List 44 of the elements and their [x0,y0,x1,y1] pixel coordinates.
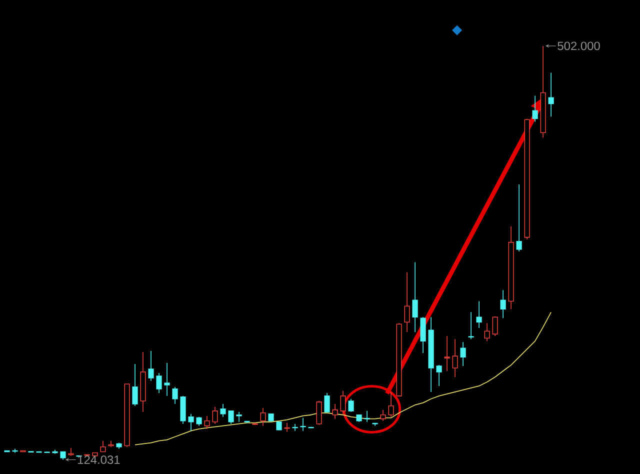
candlestick [188,413,194,432]
candlestick [164,362,170,396]
candlestick [324,392,330,412]
candlestick [180,396,186,424]
candlestick [484,322,490,342]
candlestick [492,316,498,336]
candlestick [348,398,354,412]
candlestick [476,300,482,328]
candlestick [236,412,242,422]
candlestick [548,72,554,118]
candlestick [460,342,466,366]
candlestick [468,312,474,340]
candlestick [108,440,114,448]
candlestick [172,386,178,404]
candlestick [68,447,74,456]
candlestick [316,400,322,426]
candlestick [156,372,162,394]
candlestick [204,415,210,430]
text: 502.000 [558,42,600,50]
annotation: 124.031 [78,455,120,464]
candlestick [444,336,450,372]
candlestick [388,392,394,418]
candlestick [516,184,522,252]
candlestick [212,406,218,424]
candlestick [364,410,370,422]
candlestick [404,272,410,333]
candlestick [452,338,458,378]
candlestick [332,404,338,420]
candlestick [12,448,18,454]
candlestick [420,316,426,354]
candlestick [220,404,226,418]
candlestick [532,95,538,122]
candlestick [132,364,138,406]
candlestick [260,407,266,426]
candlestick [436,364,442,386]
candlestick [300,417,306,432]
candlestick [380,409,386,422]
candlestick [412,262,418,333]
candlestick [100,440,106,452]
candlestick [228,410,234,424]
candlestick [148,350,154,382]
candlestick [500,290,506,318]
candlestick [292,423,298,432]
candlestick [340,390,346,414]
